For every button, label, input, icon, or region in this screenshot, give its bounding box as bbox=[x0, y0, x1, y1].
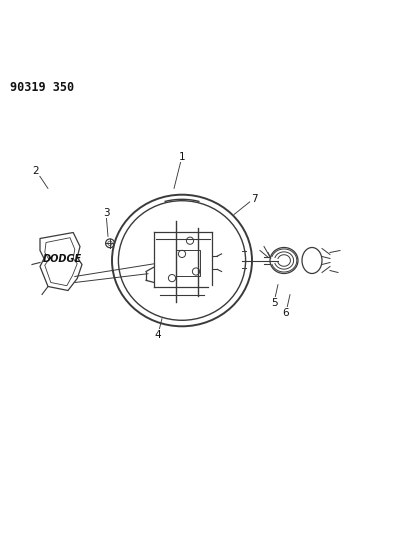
Text: 7: 7 bbox=[234, 193, 257, 214]
Text: 2: 2 bbox=[33, 166, 48, 189]
Text: 6: 6 bbox=[283, 295, 290, 318]
Text: 4: 4 bbox=[155, 319, 162, 340]
Text: 5: 5 bbox=[271, 285, 278, 308]
Text: DODGE: DODGE bbox=[43, 254, 82, 263]
Text: 90319 350: 90319 350 bbox=[10, 80, 74, 93]
Text: 1: 1 bbox=[174, 151, 185, 189]
Text: 3: 3 bbox=[103, 207, 109, 237]
